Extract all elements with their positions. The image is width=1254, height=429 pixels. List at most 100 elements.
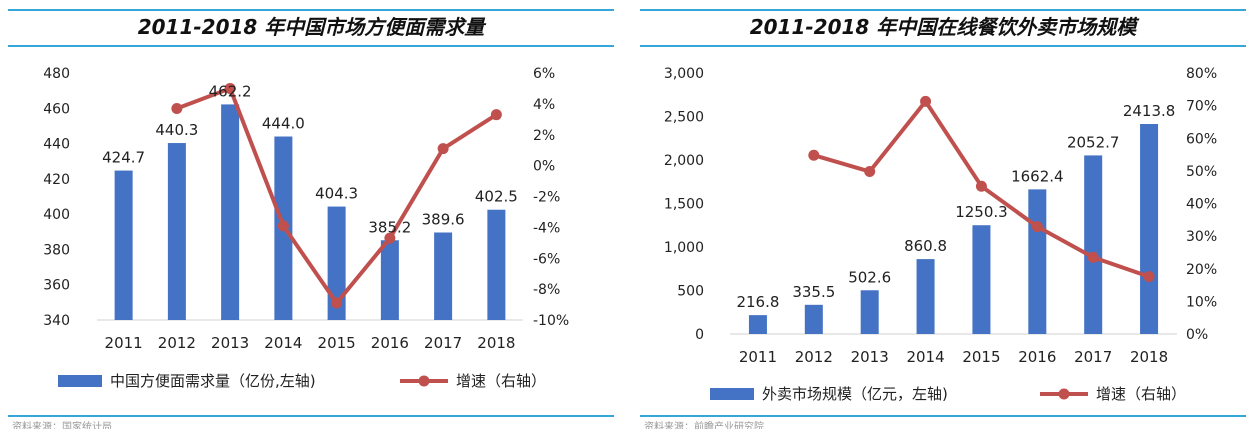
bar-2011 <box>114 170 133 320</box>
bar-value-label: 216.8 <box>736 293 779 311</box>
legend-bar-label: 中国方便面需求量（亿份,左轴) <box>110 372 316 390</box>
legend-line-marker <box>1058 388 1070 400</box>
growth-point-2015 <box>975 180 987 192</box>
y-right-tick-label: -6% <box>533 251 560 267</box>
chart-title: 2011-2018 年中国在线餐饮外卖市场规模 <box>749 15 1137 39</box>
title-bottom-rule <box>640 45 1246 47</box>
y-right-tick-label: 20% <box>1186 262 1217 278</box>
y-left-tick-label: 340 <box>43 313 70 329</box>
bar-value-label: 389.6 <box>422 210 465 228</box>
source-note: 资料来源：国家统计局 <box>12 422 112 429</box>
y-left-tick-label: 480 <box>43 66 70 82</box>
growth-point-2013 <box>224 82 236 94</box>
bar-2011 <box>748 315 767 334</box>
y-left-tick-label: 460 <box>43 101 70 117</box>
bar-value-label: 385.2 <box>368 218 411 236</box>
food-delivery-chart-panel: 2011-2018 年中国在线餐饮外卖市场规模 3,000 2,500 2,000 1… <box>632 0 1254 429</box>
y-right-tick-label: 0% <box>533 159 555 175</box>
x-tick-label: 2013 <box>851 348 889 366</box>
bar-2016 <box>1028 189 1047 334</box>
y-right-tick-label: -8% <box>533 282 560 298</box>
y-left-tick-label: 2,500 <box>664 110 704 126</box>
y-right-tick-label: -10% <box>533 313 569 329</box>
bar-value-label: 462.2 <box>209 82 252 100</box>
x-tick-label: 2018 <box>477 334 515 352</box>
y-left-tick-label: 1,500 <box>664 197 704 213</box>
bar-value-label: 335.5 <box>792 283 835 301</box>
y-left-tick-label: 500 <box>677 284 704 300</box>
x-tick-label: 2011 <box>739 348 777 366</box>
y-left-tick-label: 400 <box>43 207 70 223</box>
x-tick-label: 2011 <box>105 334 143 352</box>
y-right-tick-label: 2% <box>533 128 555 144</box>
y-right-tick-label: 4% <box>533 97 555 113</box>
y-right-tick-label: -4% <box>533 220 560 236</box>
y-right-tick-label: 60% <box>1186 131 1217 147</box>
bottom-rule <box>640 415 1246 417</box>
growth-point-2016 <box>1031 221 1043 233</box>
bar-2018 <box>487 209 506 320</box>
y-right-tick-label: 0% <box>1186 327 1208 343</box>
bar-value-label: 502.6 <box>848 268 891 286</box>
bottom-rule <box>8 415 614 417</box>
growth-point-2016 <box>384 232 396 244</box>
source-note: 资料来源：前瞻产业研究院 <box>644 422 764 429</box>
title-top-rule <box>640 9 1246 11</box>
growth-point-2017 <box>1087 251 1099 263</box>
x-tick-label: 2013 <box>211 334 249 352</box>
y-right-tick-label: 6% <box>533 66 555 82</box>
bar-value-label: 424.7 <box>102 149 145 167</box>
y-right-tick-label: 10% <box>1186 294 1217 310</box>
growth-point-2014 <box>920 95 932 107</box>
y-left-tick-label: 3,000 <box>664 66 704 82</box>
x-tick-label: 2014 <box>264 334 302 352</box>
x-tick-label: 2015 <box>962 348 1000 366</box>
y-right-tick-label: 70% <box>1186 99 1217 115</box>
growth-point-2014 <box>277 220 289 232</box>
growth-point-2017 <box>437 143 449 155</box>
growth-point-2012 <box>171 103 183 115</box>
growth-point-2018 <box>1143 271 1155 283</box>
bar-2012 <box>167 143 186 320</box>
growth-point-2012 <box>808 149 820 161</box>
noodle-demand-chart-panel: 2011-2018 年中国市场方便面需求量 480 460 440 420 400 380… <box>0 0 622 429</box>
x-tick-label: 2012 <box>795 348 833 366</box>
chart-title: 2011-2018 年中国市场方便面需求量 <box>137 15 485 39</box>
bar-value-label: 860.8 <box>904 237 947 255</box>
bar-2017 <box>1084 155 1103 334</box>
growth-point-2013 <box>864 166 876 178</box>
bar-value-label: 2052.7 <box>1067 133 1120 151</box>
x-tick-label: 2017 <box>424 334 462 352</box>
x-tick-label: 2018 <box>1130 348 1168 366</box>
y-right-tick-label: 80% <box>1186 66 1217 82</box>
legend-bar-label: 外卖市场规模（亿元，左轴) <box>762 385 948 403</box>
y-left-tick-label: 420 <box>43 172 70 188</box>
noodle-demand-chart: 480 460 440 420 400 380 360 340 6% 4% 2% 0% -2% -4% -6… <box>43 66 569 390</box>
bar-2012 <box>804 304 823 334</box>
food-delivery-chart: 3,000 2,500 2,000 1,500 1,000 500 0 80% 70% 60% 50… <box>664 66 1217 403</box>
legend-line-label: 增速（右轴） <box>456 372 546 390</box>
y-left-tick-label: 1,000 <box>664 240 704 256</box>
bar-2017 <box>434 232 453 320</box>
bar-2016 <box>380 240 399 320</box>
legend-line-label: 增速（右轴） <box>1096 385 1186 403</box>
bar-2013 <box>221 104 240 320</box>
bar-value-label: 1250.3 <box>955 203 1008 221</box>
bar-2018 <box>1140 123 1159 335</box>
x-tick-label: 2014 <box>906 348 944 366</box>
y-left-tick-label: 360 <box>43 278 70 294</box>
y-right-tick-label: 40% <box>1186 197 1217 213</box>
x-tick-label: 2017 <box>1074 348 1112 366</box>
y-right-tick-label: -2% <box>533 190 560 206</box>
y-right-tick-label: 50% <box>1186 164 1217 180</box>
legend-line-marker <box>418 375 430 387</box>
title-top-rule <box>8 9 614 11</box>
bar-value-label: 402.5 <box>475 188 518 206</box>
bar-value-label: 404.3 <box>315 185 358 203</box>
legend-bar-swatch <box>710 388 754 400</box>
x-tick-label: 2012 <box>158 334 196 352</box>
y-left-tick-label: 0 <box>695 327 704 343</box>
bar-2013 <box>860 290 879 334</box>
y-right-tick-label: 30% <box>1186 229 1217 245</box>
legend-bar-swatch <box>58 375 102 387</box>
